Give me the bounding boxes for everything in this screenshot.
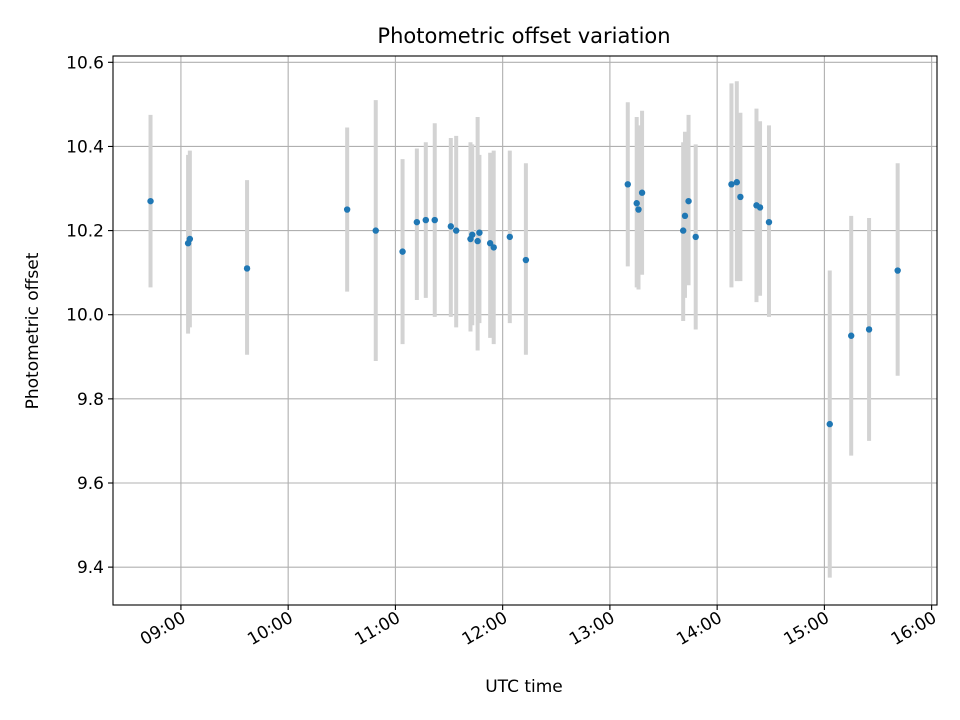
data-point [692,233,699,241]
y-tick-label: 10.4 [66,137,104,157]
grid-lines [113,56,937,605]
data-point [413,218,421,226]
data-point [733,179,741,186]
data-point [765,218,773,226]
data-point [506,233,514,241]
data-point [422,216,429,224]
data-point [474,237,481,245]
data-point [756,204,764,211]
axes-frame [112,55,938,606]
data-point [848,332,855,339]
data-point [372,227,379,234]
data-point [685,197,692,205]
data-point [243,265,251,272]
y-tick-label: 10.6 [66,53,104,73]
data-point [447,223,455,230]
data-point [522,256,530,264]
data-point [186,235,194,243]
y-tick-label: 10.0 [66,306,104,326]
data-point [486,240,494,247]
data-point [469,231,476,238]
y-axis-label: Photometric offset [23,252,43,409]
x-axis-label: UTC time [485,677,563,697]
data-point [894,267,901,274]
y-axis-ticks: 9.4 9.6 9.8 10.0 10.2 10.4 10.6 [66,53,113,578]
data-point [431,216,438,224]
data-point [452,227,460,234]
data-point [865,326,873,333]
data-point [476,229,483,236]
data-point [638,189,646,196]
data-point [147,197,154,205]
y-tick-label: 9.8 [77,390,104,410]
data-point [635,206,642,213]
data-point [633,200,640,207]
data-point [399,248,406,255]
data-point [826,420,833,428]
data-markers [147,179,901,428]
data-point [728,181,735,188]
data-point [681,212,689,220]
data-point [624,181,631,188]
chart-title: Photometric offset variation [377,24,670,48]
data-point [490,244,497,251]
data-point [343,206,351,213]
y-tick-label: 10.2 [66,222,104,242]
data-point [679,227,687,234]
data-point [737,193,744,201]
y-tick-label: 9.4 [77,558,104,578]
y-tick-label: 9.6 [77,474,104,494]
